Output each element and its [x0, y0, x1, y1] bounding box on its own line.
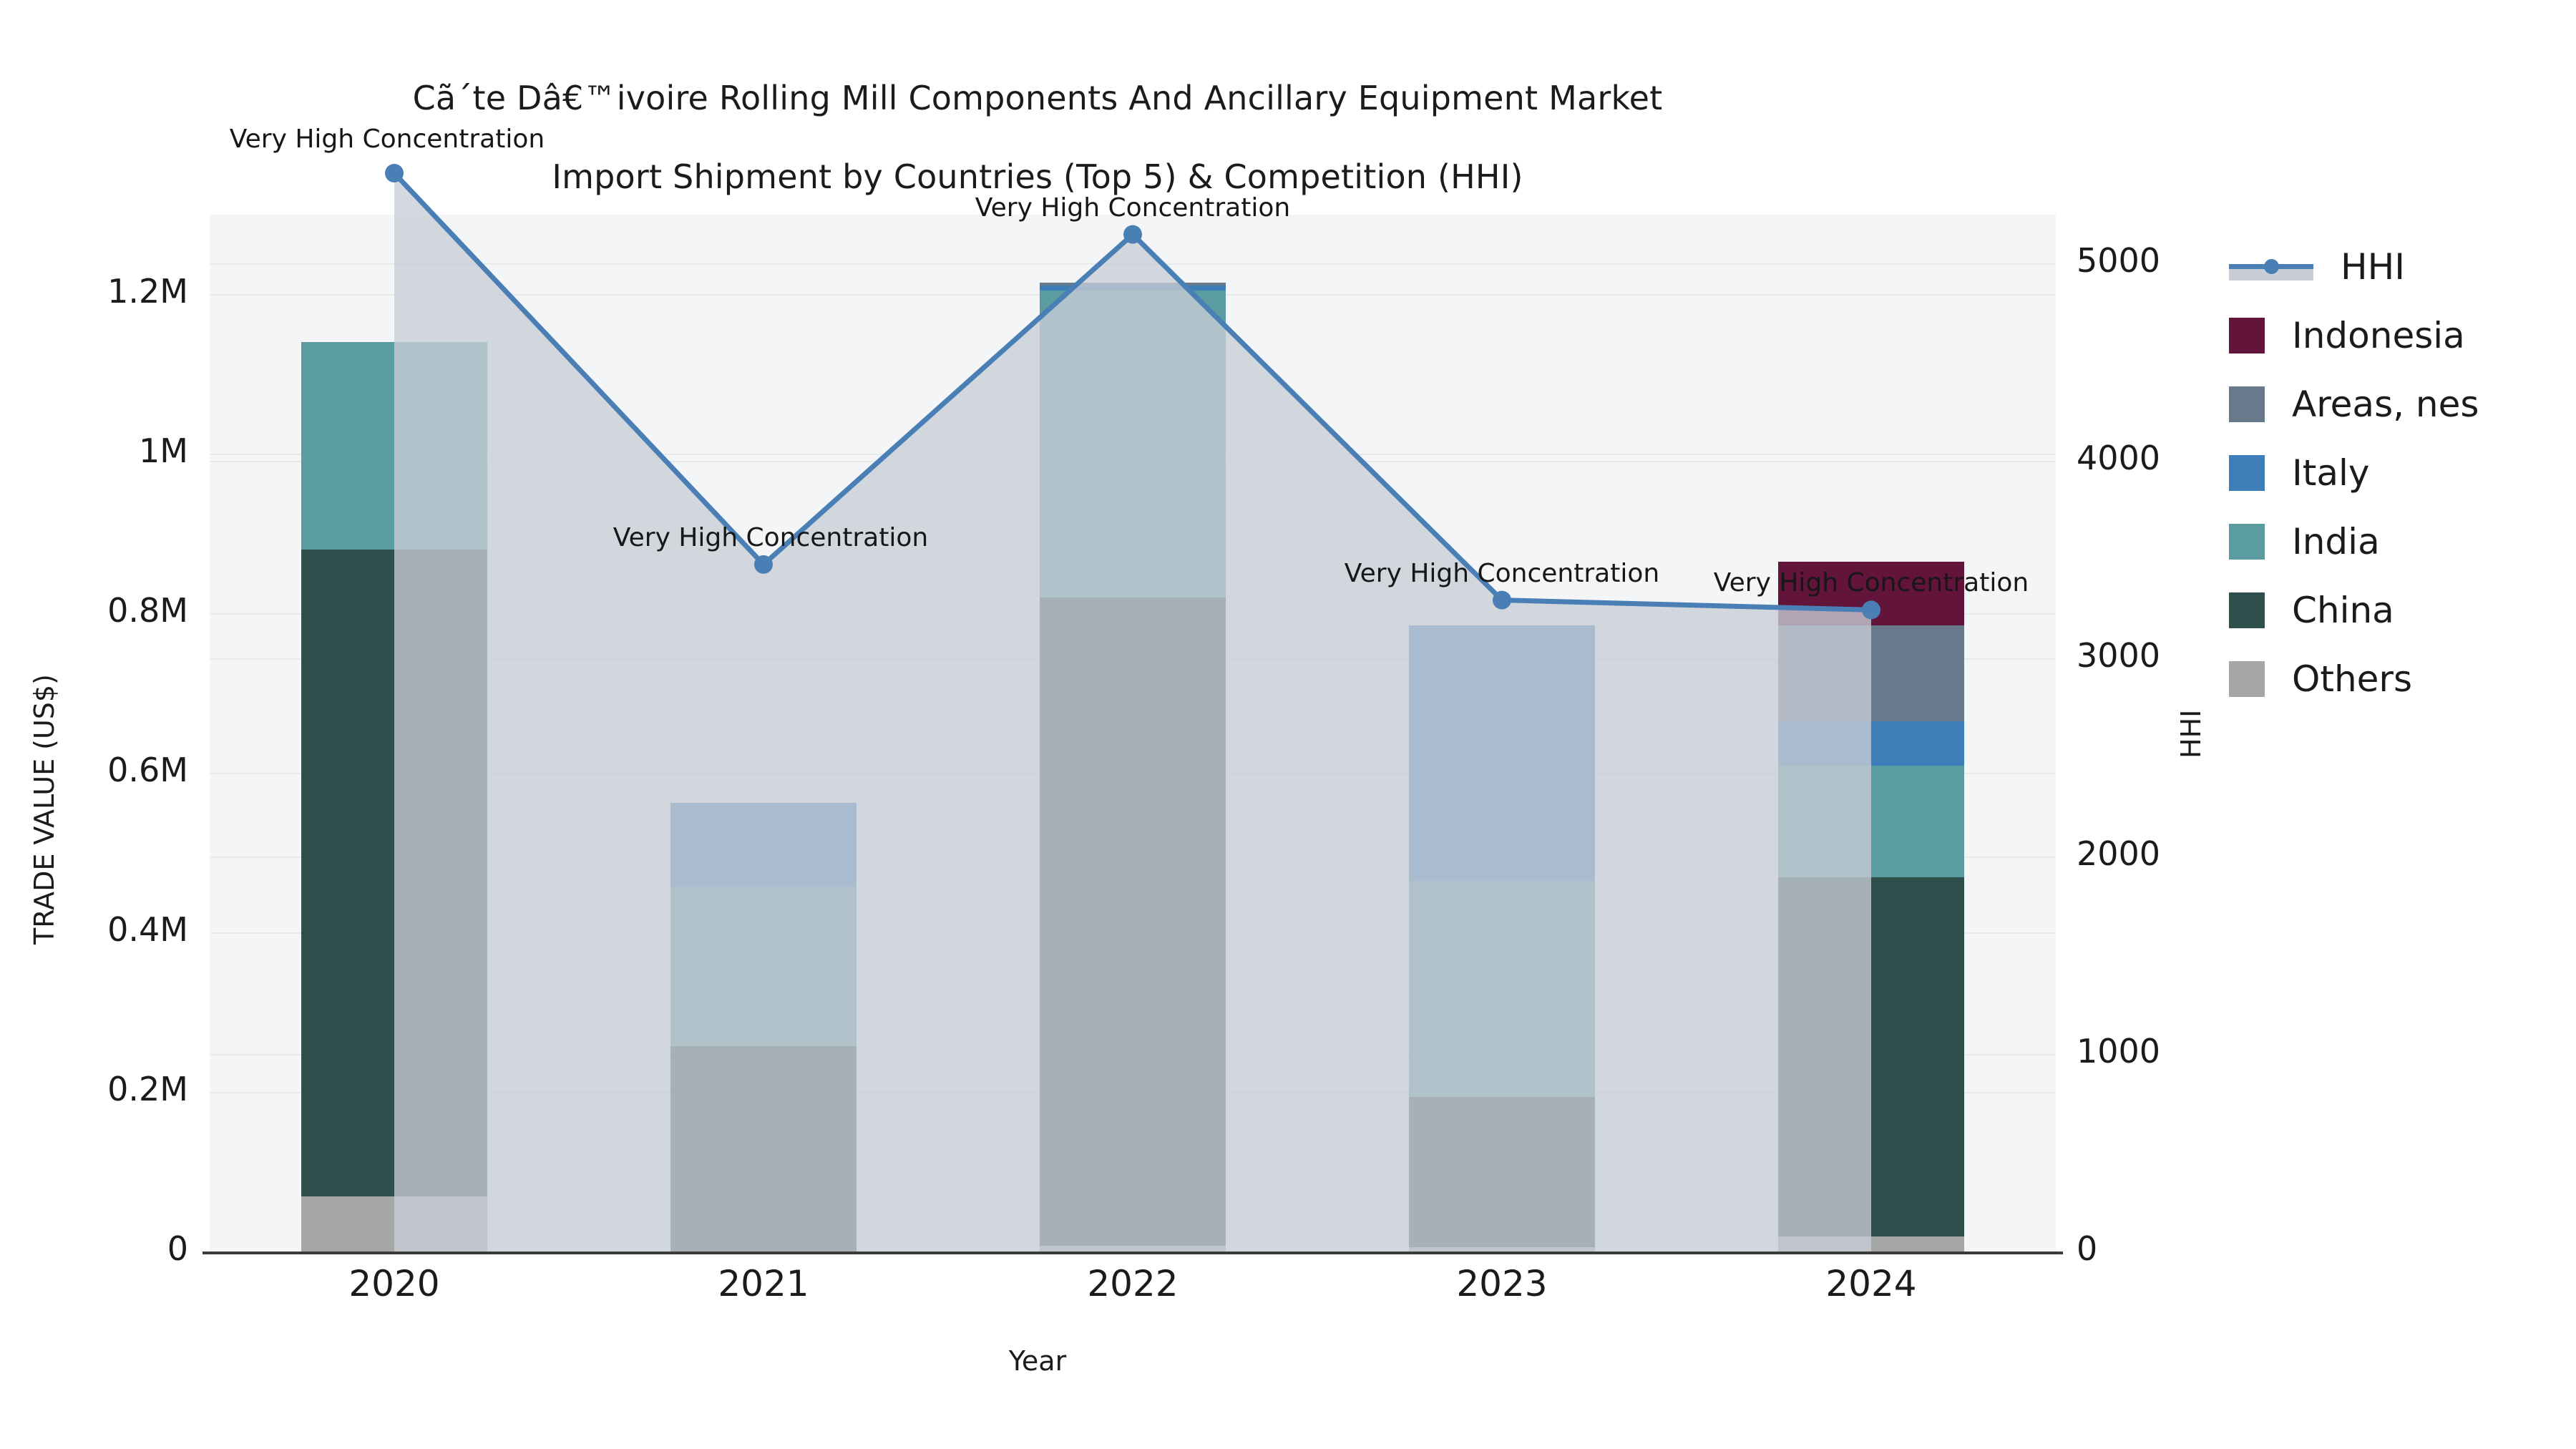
y-axis-left-tick-label: 1.2M — [107, 271, 188, 311]
x-axis-tick-label: 2024 — [1825, 1263, 1917, 1304]
x-axis-tick-label: 2023 — [1456, 1263, 1548, 1304]
hhi-point-2020[interactable] — [385, 164, 404, 182]
x-axis-title: Year — [1008, 1345, 1067, 1377]
legend-item-label: Areas, nes — [2292, 384, 2479, 425]
hhi-point-2023[interactable] — [1493, 590, 1511, 610]
hhi-point-2022[interactable] — [1123, 225, 1142, 244]
plot-area: Very High Concentration Very High Concent… — [210, 125, 2056, 1253]
legend-item-areas-nes[interactable]: Areas, nes — [2229, 370, 2479, 439]
hhi-data-points — [385, 164, 1880, 620]
y-axis-right-tick-label: 2000 — [2077, 834, 2161, 873]
legend-item-label: China — [2292, 590, 2394, 631]
legend-item-label: Indonesia — [2292, 315, 2465, 356]
legend-item-india[interactable]: India — [2229, 507, 2479, 576]
x-axis-tick-label: 2020 — [348, 1263, 440, 1304]
x-axis-tick-label: 2021 — [718, 1263, 809, 1304]
y-axis-left-tick-label: 1M — [139, 431, 188, 470]
hhi-point-2021[interactable] — [754, 555, 773, 574]
legend-item-china[interactable]: China — [2229, 576, 2479, 645]
legend-line-marker-icon — [2229, 249, 2313, 285]
annotation-2021: Very High Concentration — [613, 522, 929, 552]
y-axis-left-tick-label: 0.8M — [107, 590, 188, 630]
legend-swatch-icon — [2229, 455, 2265, 491]
legend-item-label: Italy — [2292, 452, 2370, 494]
y-axis-right-title: HHI — [2175, 709, 2207, 758]
chart-legend: HHI Indonesia Areas, nes Italy India China Oth… — [2229, 233, 2479, 713]
legend-item-others[interactable]: Others — [2229, 645, 2479, 713]
annotation-2023: Very High Concentration — [1344, 558, 1660, 588]
y-axis-left-tick-label: 0 — [167, 1229, 188, 1268]
legend-item-indonesia[interactable]: Indonesia — [2229, 301, 2479, 370]
y-axis-left-tick-label: 0.4M — [107, 909, 188, 949]
hhi-area-fill — [394, 173, 1871, 1252]
y-axis-right-tick-label: 5000 — [2077, 241, 2161, 280]
y-axis-right-tick-label: 3000 — [2077, 636, 2161, 675]
x-axis-line — [203, 1252, 2063, 1254]
chart-title-line-1: Cã´te Dâ€™ivoire Rolling Mill Components… — [412, 79, 1663, 117]
annotation-2022: Very High Concentration — [975, 192, 1291, 223]
legend-swatch-icon — [2229, 661, 2265, 697]
y-axis-right-tick-label: 4000 — [2077, 439, 2161, 478]
legend-swatch-icon — [2229, 592, 2265, 628]
legend-item-label: India — [2292, 521, 2380, 562]
y-axis-left-title: TRADE VALUE (US$) — [29, 674, 60, 945]
y-axis-right-tick-label: 1000 — [2077, 1031, 2161, 1070]
legend-item-label: HHI — [2341, 246, 2405, 288]
legend-item-label: Others — [2292, 658, 2413, 700]
legend-item-italy[interactable]: Italy — [2229, 439, 2479, 507]
hhi-point-2024[interactable] — [1862, 600, 1880, 620]
legend-swatch-icon — [2229, 524, 2265, 560]
x-axis-tick-label: 2022 — [1087, 1263, 1179, 1304]
y-axis-left-tick-label: 0.6M — [107, 750, 188, 789]
hhi-line-series — [385, 164, 1880, 1252]
chart-title-line-2: Import Shipment by Countries (Top 5) & C… — [552, 157, 1523, 196]
annotation-2020: Very High Concentration — [229, 125, 545, 154]
y-axis-right-tick-label: 0 — [2077, 1229, 2098, 1268]
y-axis-left-tick-label: 0.2M — [107, 1069, 188, 1108]
legend-swatch-icon — [2229, 386, 2265, 422]
annotation-2024: Very High Concentration — [1713, 568, 2029, 598]
chart-title: Cã´te Dâ€™ivoire Rolling Mill Components… — [0, 59, 2075, 216]
legend-swatch-icon — [2229, 318, 2265, 353]
legend-item-hhi[interactable]: HHI — [2229, 233, 2479, 301]
